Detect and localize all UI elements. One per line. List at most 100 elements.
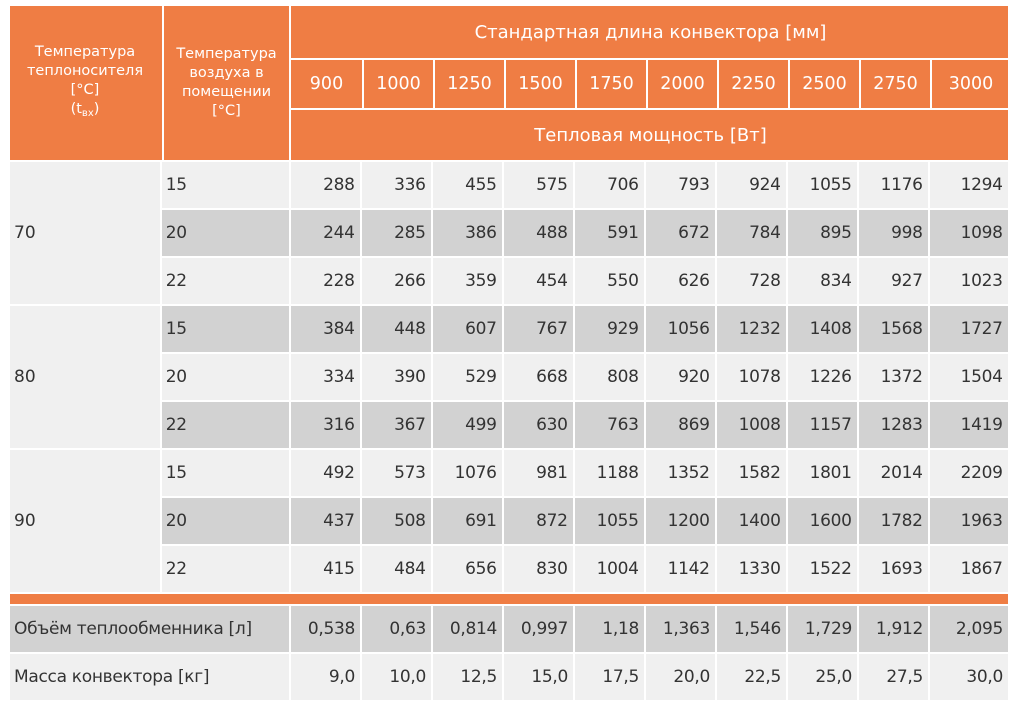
- power-value-cell: 1727: [927, 306, 1008, 352]
- table-header: Температура теплоносителя [°C] (tвх) Тем…: [10, 6, 1010, 160]
- header-line: [°C]: [212, 103, 241, 119]
- coolant-group: 80 15 384 448 607 767 929 1056 1232 1408 1568 1727 2…: [10, 304, 1008, 448]
- air-temp-cell: 20: [165, 511, 187, 531]
- table-row: 22 228 266 359 454 550 626 728 834 927 1023: [161, 258, 1008, 304]
- power-value-cell: 1294: [927, 162, 1008, 208]
- length-columns: 900 1000 1250 1500 1750 2000 2250 2500 2750 3000: [291, 60, 1010, 110]
- power-value-cell: 2209: [927, 450, 1008, 496]
- power-value-cell: 1055: [785, 162, 857, 208]
- symbol-close: ): [93, 101, 100, 117]
- power-value-cell: 728: [714, 258, 786, 304]
- length-header-cell: 1750: [575, 60, 646, 108]
- length-header-cell: 2250: [717, 60, 788, 108]
- power-value-cell: 384: [288, 306, 360, 352]
- power-value-cell: 1522: [785, 546, 857, 592]
- footer-value-cell: 17,5: [573, 654, 644, 700]
- footer-value-cell: 0,63: [360, 606, 431, 652]
- power-value-cell: 244: [288, 210, 360, 256]
- power-value-cell: 367: [359, 402, 431, 448]
- power-value-cell: 656: [430, 546, 502, 592]
- header-line: помещении: [181, 84, 272, 100]
- air-temp-cell: 20: [165, 367, 187, 387]
- power-value-cell: 334: [288, 354, 360, 400]
- power-value-cell: 1419: [927, 402, 1008, 448]
- symbol-subscript: вх: [81, 108, 94, 119]
- footer-value-cell: 0,538: [289, 606, 360, 652]
- footer-row: Объём теплообменника [л] 0,538 0,63 0,814 0,…: [10, 606, 1008, 652]
- footer-value-cell: 12,5: [431, 654, 502, 700]
- power-value-cell: 691: [430, 498, 502, 544]
- table-footer: Объём теплообменника [л] 0,538 0,63 0,814 0,…: [10, 606, 1008, 700]
- power-value-cell: 1693: [856, 546, 928, 592]
- power-value-cell: 1157: [785, 402, 857, 448]
- power-value-cell: 575: [501, 162, 573, 208]
- power-value-cell: 1504: [927, 354, 1008, 400]
- power-value-cell: 1600: [785, 498, 857, 544]
- footer-value-cell: 1,18: [573, 606, 644, 652]
- footer-value-cell: 10,0: [360, 654, 431, 700]
- air-temp-cell: 15: [165, 319, 187, 339]
- power-value-cell: 228: [288, 258, 360, 304]
- table-row: 15 288 336 455 575 706 793 924 1055 1176 1294: [161, 162, 1008, 210]
- power-value-cell: 492: [288, 450, 360, 496]
- power-value-cell: 573: [359, 450, 431, 496]
- footer-value-cell: 1,363: [644, 606, 715, 652]
- coolant-temp-cell: 70: [10, 162, 160, 304]
- power-value-cell: 869: [643, 402, 715, 448]
- power-value-cell: 784: [714, 210, 786, 256]
- length-header-cell: 2000: [646, 60, 717, 108]
- footer-value-cell: 2,095: [928, 606, 1008, 652]
- power-value-cell: 336: [359, 162, 431, 208]
- power-value-cell: 630: [501, 402, 573, 448]
- power-value-cell: 672: [643, 210, 715, 256]
- footer-value-cell: 25,0: [786, 654, 857, 700]
- footer-value-cell: 1,729: [786, 606, 857, 652]
- coolant-group: 70 15 288 336 455 575 706 793 924 1055 1176 1294 20 2…: [10, 160, 1008, 304]
- air-temp-cell: 15: [165, 463, 187, 483]
- power-value-cell: 359: [430, 258, 502, 304]
- power-value-cell: 626: [643, 258, 715, 304]
- footer-value-cell: 1,912: [857, 606, 928, 652]
- power-value-cell: 1226: [785, 354, 857, 400]
- power-value-cell: 448: [359, 306, 431, 352]
- power-value-cell: 1330: [714, 546, 786, 592]
- power-value-cell: 767: [501, 306, 573, 352]
- footer-value-cell: 0,814: [431, 606, 502, 652]
- footer-value-cell: 30,0: [928, 654, 1008, 700]
- length-header-cell: 2750: [859, 60, 930, 108]
- footer-value-cell: 1,546: [715, 606, 786, 652]
- air-temp-header: Температура воздуха в помещении [°C]: [162, 6, 289, 160]
- footer-value-cell: 15,0: [502, 654, 573, 700]
- power-value-cell: 1568: [856, 306, 928, 352]
- power-value-cell: 499: [430, 402, 502, 448]
- table-body: 70 15 288 336 455 575 706 793 924 1055 1176 1294 20 2…: [10, 160, 1008, 592]
- power-value-cell: 706: [572, 162, 644, 208]
- convector-table: Температура теплоносителя [°C] (tвх) Тем…: [10, 6, 1010, 700]
- footer-value-cell: 9,0: [289, 654, 360, 700]
- power-value-cell: 1352: [643, 450, 715, 496]
- power-value-cell: 484: [359, 546, 431, 592]
- header-line: воздуха в: [189, 65, 264, 81]
- power-value-cell: 981: [501, 450, 573, 496]
- power-value-cell: 455: [430, 162, 502, 208]
- power-value-cell: 1142: [643, 546, 715, 592]
- power-value-cell: 924: [714, 162, 786, 208]
- air-temp-cell: 22: [165, 271, 187, 291]
- power-value-cell: 488: [501, 210, 573, 256]
- coolant-temp-cell: 80: [10, 306, 160, 448]
- coolant-temp-symbol: (tвх): [71, 100, 100, 123]
- power-value-cell: 830: [501, 546, 573, 592]
- table-row: 15 384 448 607 767 929 1056 1232 1408 1568 1727: [161, 306, 1008, 354]
- header-line: Температура: [34, 44, 136, 60]
- power-value-cell: 668: [501, 354, 573, 400]
- power-value-cell: 1188: [572, 450, 644, 496]
- footer-value-cell: 0,997: [502, 606, 573, 652]
- power-value-cell: 437: [288, 498, 360, 544]
- power-value-cell: 607: [430, 306, 502, 352]
- power-value-cell: 591: [572, 210, 644, 256]
- length-header-cell: 1500: [504, 60, 575, 108]
- power-value-cell: 1056: [643, 306, 715, 352]
- section-divider: [10, 594, 1008, 604]
- footer-label: Масса конвектора [кг]: [14, 667, 210, 687]
- power-value-cell: 508: [359, 498, 431, 544]
